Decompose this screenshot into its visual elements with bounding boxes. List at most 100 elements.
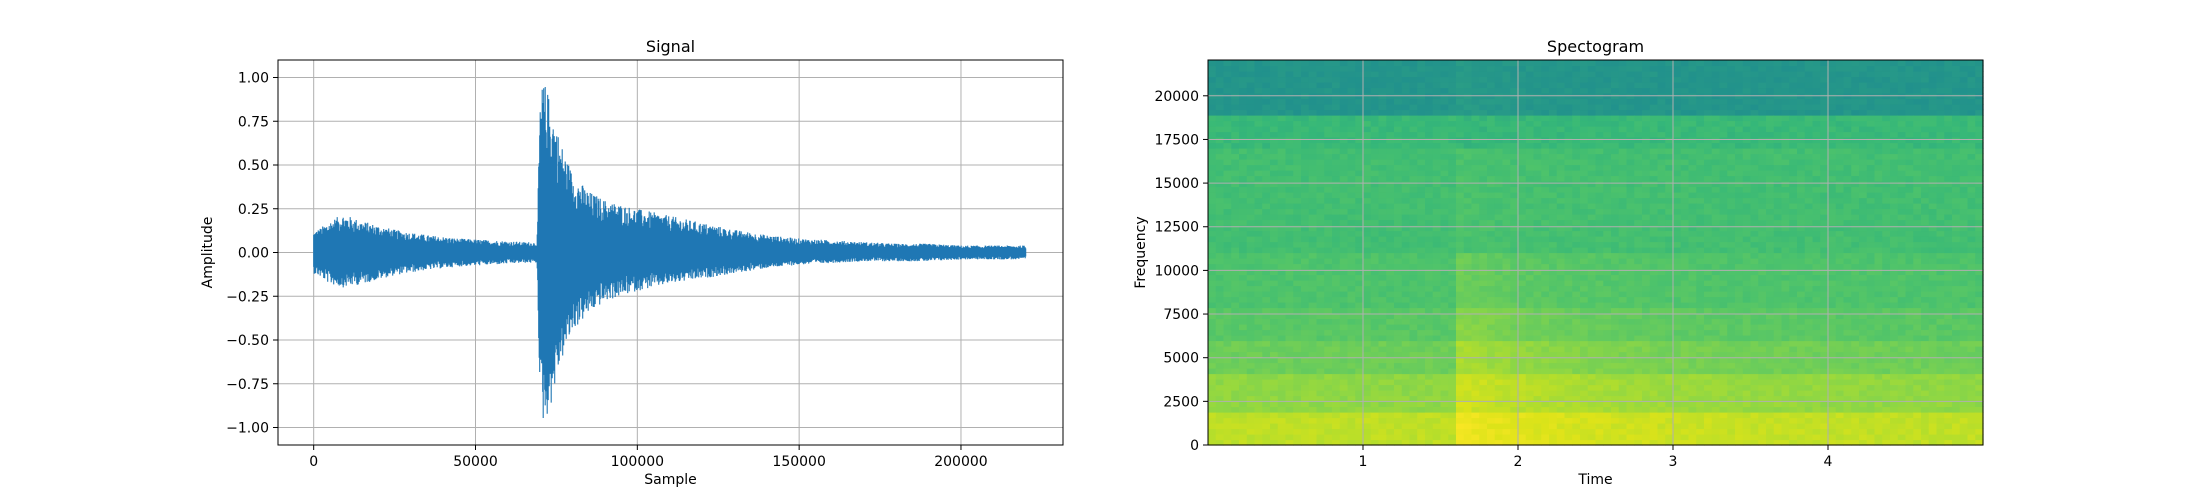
spectrogram-cell	[1673, 66, 1681, 72]
spectrogram-cell	[1479, 346, 1487, 352]
spectrogram-cell	[1495, 225, 1503, 231]
spectrogram-cell	[1286, 88, 1294, 94]
spectrogram-cell	[1557, 115, 1565, 121]
spectrogram-cell	[1735, 346, 1743, 352]
spectrogram-cell	[1332, 247, 1340, 253]
spectrogram-cell	[1402, 324, 1410, 330]
spectrogram-cell	[1448, 286, 1456, 292]
spectrogram-cell	[1394, 429, 1402, 435]
spectrogram-cell	[1456, 396, 1464, 402]
spectrogram-cell	[1363, 280, 1371, 286]
spectrogram-cell	[1348, 198, 1356, 204]
spectrogram-cell	[1309, 66, 1317, 72]
spectrogram-cell	[1216, 82, 1224, 88]
spectrogram-cell	[1363, 374, 1371, 380]
spectrogram-cell	[1572, 429, 1580, 435]
spectrogram-cell	[1479, 88, 1487, 94]
spectrogram-cell	[1255, 88, 1263, 94]
spectrogram-cell	[1696, 77, 1704, 83]
spectrogram-cell	[1402, 368, 1410, 374]
spectrogram-cell	[1216, 412, 1224, 418]
spectrogram-cell	[1286, 335, 1294, 341]
spectrogram-cell	[1673, 181, 1681, 187]
spectrogram-cell	[1317, 407, 1325, 413]
spectrogram-cell	[1270, 302, 1278, 308]
spectrogram-cell	[1433, 286, 1441, 292]
spectrogram-cell	[1386, 335, 1394, 341]
spectrogram-cell	[1239, 181, 1247, 187]
spectrogram-cell	[1526, 165, 1534, 171]
spectrogram-cell	[1650, 88, 1658, 94]
spectrogram-cell	[1611, 60, 1619, 66]
spectrogram-cell	[1278, 401, 1286, 407]
spectrogram-cell	[1293, 253, 1301, 259]
spectrogram-cell	[1371, 429, 1379, 435]
spectrogram-cell	[1355, 231, 1363, 237]
spectrogram-cell	[1642, 82, 1650, 88]
spectrogram-cell	[1735, 126, 1743, 132]
spectrogram-cell	[1658, 99, 1666, 105]
spectrogram-cell	[1262, 341, 1270, 347]
spectrogram-cell	[1549, 429, 1557, 435]
spectrogram-cell	[1510, 396, 1518, 402]
spectrogram-cell	[1627, 154, 1635, 160]
spectrogram-cell	[1247, 209, 1255, 215]
spectrogram-cell	[1487, 126, 1495, 132]
spectrogram-cell	[1394, 368, 1402, 374]
spectrogram-cell	[1534, 319, 1542, 325]
spectrogram-cell	[1464, 308, 1472, 314]
spectrogram-cell	[1596, 264, 1604, 270]
spectrogram-cell	[1619, 308, 1627, 314]
spectrogram-cell	[1572, 126, 1580, 132]
spectrogram-cell	[1565, 264, 1573, 270]
spectrogram-cell	[1658, 286, 1666, 292]
spectrogram-cell	[1348, 291, 1356, 297]
spectrogram-cell	[1301, 368, 1309, 374]
spectrogram-cell	[1642, 154, 1650, 160]
spectrogram-cell	[1518, 77, 1526, 83]
spectrogram-cell	[1572, 60, 1580, 66]
spectrogram-cell	[1224, 418, 1232, 424]
spectrogram-cell	[1379, 374, 1387, 380]
spectrogram-cell	[1735, 198, 1743, 204]
spectrogram-cell	[1518, 401, 1526, 407]
spectrogram-cell	[1487, 335, 1495, 341]
spectrogram-cell	[1278, 148, 1286, 154]
spectrogram-cell	[1751, 209, 1759, 215]
spectrogram-cell	[1510, 159, 1518, 165]
spectrogram-cell	[1255, 231, 1263, 237]
spectrogram-cell	[1270, 330, 1278, 336]
spectrogram-cell	[1456, 110, 1464, 116]
spectrogram-cell	[1410, 253, 1418, 259]
spectrogram-cell	[1340, 434, 1348, 440]
spectrogram-cell	[1293, 280, 1301, 286]
spectrogram-cell	[1673, 319, 1681, 325]
spectrogram-cell	[1208, 192, 1216, 198]
spectrogram-cell	[1464, 99, 1472, 105]
spectrogram-cell	[1650, 170, 1658, 176]
spectrogram-cell	[1658, 143, 1666, 149]
spectrogram-cell	[1751, 434, 1759, 440]
spectrogram-cell	[1402, 412, 1410, 418]
spectrogram-cell	[1224, 82, 1232, 88]
spectrogram-cell	[1386, 198, 1394, 204]
spectrogram-cell	[1464, 209, 1472, 215]
spectrogram-cell	[1696, 242, 1704, 248]
spectrogram-cell	[1588, 401, 1596, 407]
spectrogram-cell	[1231, 170, 1239, 176]
spectrogram-cell	[1689, 66, 1697, 72]
spectrogram-cell	[1495, 379, 1503, 385]
spectrogram-cell	[1743, 434, 1751, 440]
spectrogram-cell	[1665, 396, 1673, 402]
spectrogram-cell	[1596, 209, 1604, 215]
spectrogram-cell	[1278, 341, 1286, 347]
spectrogram-cell	[1565, 275, 1573, 281]
spectrogram-cell	[1743, 390, 1751, 396]
spectrogram-cell	[1417, 71, 1425, 77]
spectrogram-cell	[1735, 407, 1743, 413]
spectrogram-cell	[1603, 121, 1611, 127]
spectrogram-cell	[1247, 126, 1255, 132]
spectrogram-cell	[1239, 66, 1247, 72]
spectrogram-cell	[1696, 308, 1704, 314]
spectrogram-cell	[1239, 280, 1247, 286]
